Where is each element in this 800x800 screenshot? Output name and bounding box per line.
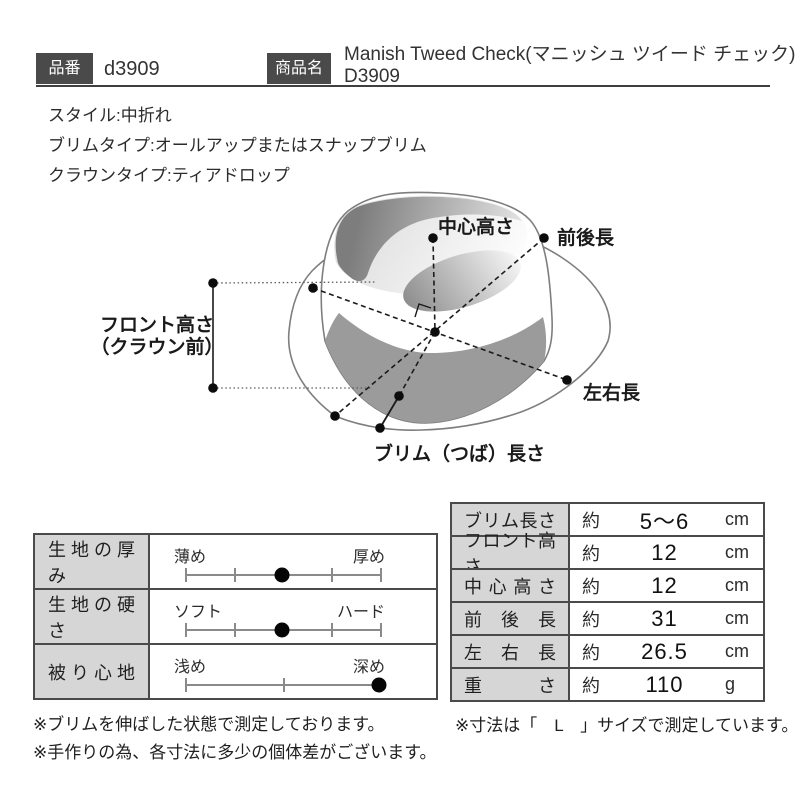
spec-brim-type: ブリムタイプ:オールアップまたはスナップブリム: [48, 136, 427, 155]
scale-min-label: ソフト: [174, 604, 223, 621]
measurement-note-size: ※寸法は「 L 」サイズで測定しています。: [455, 716, 799, 735]
scale-track: [185, 622, 382, 638]
scale-max-label: 厚め: [352, 549, 385, 566]
scale-dot: [371, 677, 387, 693]
fabric-feature-table: 生地の厚み 薄め 厚め 生地の硬さ ソフト ハード 被り心地 浅め 深め: [33, 533, 438, 700]
feature-row-fit: 被り心地 浅め 深め: [35, 643, 436, 698]
measurement-dots: [208, 233, 572, 433]
label-front-height-1: フロント高さ: [100, 313, 214, 336]
size-value: 12: [651, 572, 678, 598]
hat-dent: [403, 250, 521, 312]
size-unit: cm: [725, 641, 749, 661]
size-row-brim: ブリム長さ 約 5〜6 cm: [452, 504, 763, 535]
approx-mark: 約: [582, 543, 600, 564]
size-unit: g: [725, 674, 736, 694]
part-number-badge: 品番: [36, 53, 93, 84]
label-front-back-length: 前後長: [557, 226, 615, 249]
scale-track: [185, 567, 382, 583]
scale-max-label: 深め: [352, 659, 385, 676]
label-brim-length: ブリム（つば）長さ: [374, 442, 545, 465]
scale-min-label: 浅め: [174, 659, 207, 676]
size-label: ブリム長さ: [464, 510, 556, 531]
hat-measurement-diagram: 中心高さ 前後長 フロント高さ （クラウン前） 左右長 ブリム（つば）長さ: [90, 191, 641, 465]
spec-lines: スタイル:中折れ ブリムタイプ:オールアップまたはスナップブリム クラウンタイプ…: [48, 101, 427, 191]
hat-crease-shadow: [335, 196, 522, 282]
size-row-left-right: 左右長 約 26.5 cm: [452, 634, 763, 667]
note-brim-extended: ※ブリムを伸ばした状態で測定しております。: [33, 715, 385, 734]
approx-mark: 約: [582, 642, 600, 663]
label-front-height-2: （クラウン前）: [90, 335, 223, 358]
product-name-line2: D3909: [344, 66, 400, 87]
size-value: 110: [645, 671, 684, 697]
right-angle-mark: [414, 303, 432, 318]
note-handmade: ※手作りの為、各寸法に多少の個体差がございます。: [33, 743, 437, 762]
brim-length-line: [379, 395, 400, 429]
size-unit: cm: [725, 608, 749, 628]
size-unit: cm: [725, 542, 749, 562]
size-unit: cm: [725, 509, 749, 529]
header-divider: [36, 85, 770, 87]
size-value: 5〜6: [639, 508, 690, 534]
label-left-right-length: 左右長: [583, 381, 641, 404]
approx-mark: 約: [582, 609, 600, 630]
size-label: 前後長: [464, 609, 556, 630]
size-label: 重さ: [464, 675, 556, 696]
feature-row-stiffness: 生地の硬さ ソフト ハード: [35, 588, 436, 643]
size-row-weight: 重さ 約 110 g: [452, 667, 763, 700]
approx-mark: 約: [582, 675, 600, 696]
label-center-height: 中心高さ: [438, 215, 514, 238]
approx-mark: 約: [582, 576, 600, 597]
feature-label: 生地の硬さ: [35, 590, 150, 643]
size-row-front-back: 前後長 約 31 cm: [452, 601, 763, 634]
approx-mark: 約: [582, 510, 600, 531]
product-name-line1: Manish Tweed Check(マニッシュ ツイード チェック): [344, 44, 796, 65]
part-number-value: d3909: [104, 58, 160, 80]
product-name-badge: 商品名: [267, 53, 331, 84]
size-label: 中心高さ: [464, 576, 556, 597]
thickness-scale: 薄め 厚め: [150, 535, 436, 588]
hat-band: [325, 313, 547, 423]
stiffness-scale: ソフト ハード: [150, 590, 436, 643]
feature-label: 被り心地: [35, 645, 150, 698]
spec-crown-type: クラウンタイプ:ティアドロップ: [48, 166, 290, 185]
scale-dot: [274, 567, 290, 583]
scale-max-label: ハード: [336, 604, 385, 621]
size-value: 26.5: [641, 638, 688, 664]
scale-track: [185, 677, 387, 693]
front-height-guides: [212, 281, 377, 389]
feature-row-thickness: 生地の厚み 薄め 厚め: [35, 535, 436, 588]
feature-label: 生地の厚み: [35, 535, 150, 588]
measurement-lines: [312, 237, 568, 417]
size-value: 12: [651, 539, 678, 565]
size-row-front-height: フロント高さ 約 12 cm: [452, 531, 763, 577]
scale-min-label: 薄め: [174, 549, 207, 566]
size-row-center-height: 中心高さ 約 12 cm: [452, 568, 763, 601]
size-unit: cm: [725, 575, 749, 595]
product-name: Manish Tweed Check(マニッシュ ツイード チェック) D390…: [344, 44, 796, 88]
scale-dot: [274, 622, 290, 638]
measurement-notes-left: ※ブリムを伸ばした状態で測定しております。 ※手作りの為、各寸法に多少の個体差が…: [33, 711, 437, 767]
size-value: 31: [651, 605, 678, 631]
size-spec-table: ブリム長さ 約 5〜6 cm フロント高さ 約 12 cm 中心高さ 約 12 …: [450, 502, 765, 702]
size-label: 左右長: [464, 642, 556, 663]
fit-depth-scale: 浅め 深め: [150, 645, 436, 698]
spec-style: スタイル:中折れ: [48, 106, 172, 125]
